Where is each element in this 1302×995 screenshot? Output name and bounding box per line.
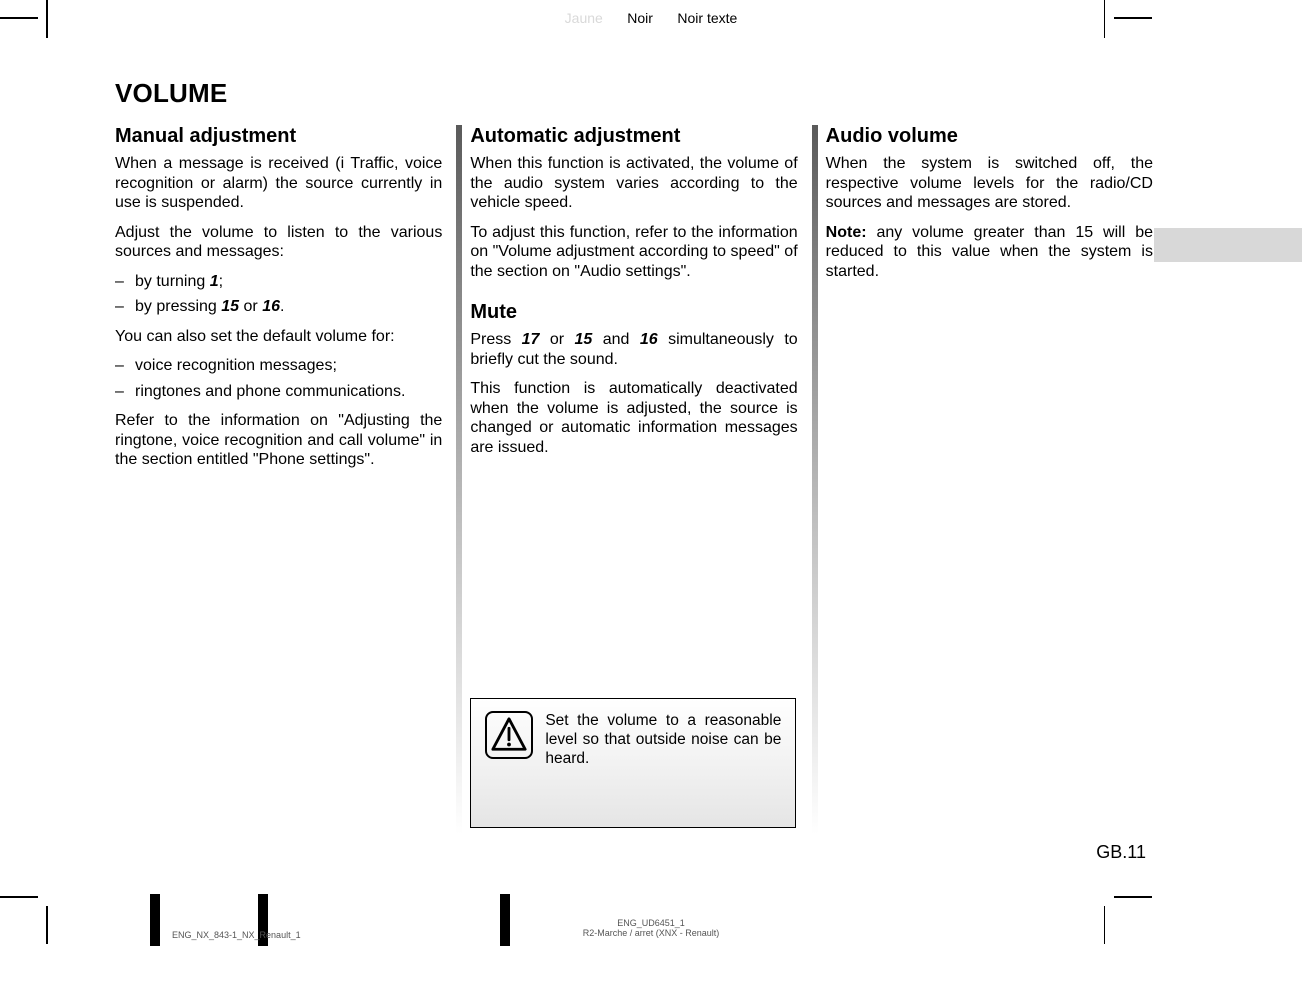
para-auto-2: To adjust this function, refer to the in… [470,223,797,282]
para-manual-4: Refer to the information on "Adjusting t… [115,411,442,470]
warning-text: Set the volume to a reasonable level so … [545,711,781,815]
li-text: ; [219,273,223,290]
crop-mark [0,896,38,898]
list-manual-controls: by turning 1; by pressing 15 or 16. [115,272,442,317]
footer-center-code: ENG_UD6451_1 R2-Marche / arret (XNX - Re… [0,918,1302,938]
heading-manual-adjustment: Manual adjustment [115,125,442,148]
list-item: voice recognition messages; [115,356,442,376]
control-number: 15 [575,331,593,348]
list-default-volume: voice recognition messages; ringtones an… [115,356,442,401]
control-number: 16 [262,298,280,315]
page: Jaune Noir Noir texte VOLUME Manual adju… [0,0,1302,995]
footer-center-line1: ENG_UD6451_1 [617,918,685,928]
column-right: Audio volume When the system is switched… [826,125,1153,480]
column-left: Manual adjustment When a message is rece… [115,125,442,480]
list-item: ringtones and phone communications. [115,382,442,402]
heading-automatic-adjustment: Automatic adjustment [470,125,797,148]
para-mute-1: Press 17 or 15 and 16 simultaneously to … [470,330,797,369]
warning-box: Set the volume to a reasonable level so … [470,698,796,828]
page-number: GB.11 [1096,842,1146,863]
para-manual-3: You can also set the default volume for: [115,327,442,347]
para-audio-2: Note: any volume greater than 15 will be… [826,223,1153,282]
list-item: by turning 1; [115,272,442,292]
note-label: Note: [826,224,867,241]
columns: Manual adjustment When a message is rece… [115,125,1153,480]
para-mute-2: This function is automatically deactivat… [470,379,797,457]
column-divider-bar [812,125,818,835]
content-area: VOLUME Manual adjustment When a message … [115,78,1153,480]
text: Press [470,331,521,348]
control-number: 17 [522,331,540,348]
para-manual-2: Adjust the volume to listen to the vario… [115,223,442,262]
heading-mute: Mute [470,301,797,324]
para-audio-1: When the system is switched off, the res… [826,154,1153,213]
color-swatch-labels: Jaune Noir Noir texte [0,10,1302,28]
li-text: or [239,298,262,315]
control-number: 16 [640,331,658,348]
control-number: 1 [210,273,219,290]
li-text: by pressing [135,298,221,315]
li-text: by turning [135,273,210,290]
page-title: VOLUME [115,78,1153,109]
li-text: . [280,298,284,315]
list-item: by pressing 15 or 16. [115,297,442,317]
column-divider-bar [456,125,462,835]
column-middle: Automatic adjustment When this function … [470,125,797,480]
text: and [592,331,640,348]
heading-audio-volume: Audio volume [826,125,1153,148]
swatch-noir-texte: Noir texte [677,10,737,26]
text: or [539,331,574,348]
control-number: 15 [221,298,239,315]
margin-placeholder-box [1154,228,1302,262]
swatch-noir: Noir [627,10,653,26]
crop-mark [1114,896,1152,898]
para-auto-1: When this function is activated, the vol… [470,154,797,213]
footer-center-line2: R2-Marche / arret (XNX - Renault) [0,928,1302,938]
swatch-jaune: Jaune [565,10,603,26]
para-manual-1: When a message is received (i Traffic, v… [115,154,442,213]
warning-icon [485,711,533,759]
note-text: any volume greater than 15 will be reduc… [826,224,1153,280]
